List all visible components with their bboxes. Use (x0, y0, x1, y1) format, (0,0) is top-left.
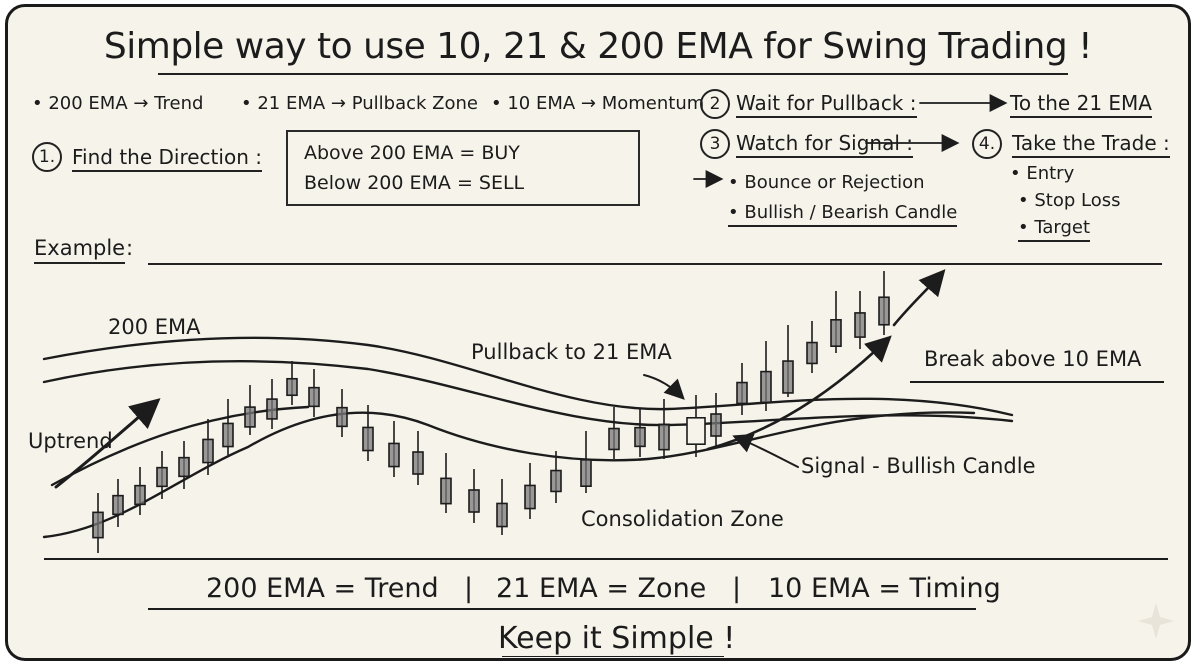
candle-body (202, 438, 214, 464)
rule-sell: Below 200 EMA = SELL (304, 172, 525, 194)
candle-body (550, 469, 562, 493)
ema21-line (42, 411, 976, 539)
step-3-badge: 3 (700, 129, 730, 159)
trade-stop-loss: • Stop Loss (1018, 190, 1121, 211)
step-1-label: Find the Direction : (72, 147, 262, 172)
uptrend-arrow (54, 398, 161, 489)
page-title: Simple way to use 10, 21 & 200 EMA for S… (103, 26, 1093, 67)
example-rule (148, 263, 1162, 265)
legend-ema200: • 200 EMA → Trend (32, 93, 204, 114)
candle-body (388, 442, 400, 468)
summary-timing: 10 EMA = Timing (768, 573, 1001, 604)
candle-body (760, 370, 772, 404)
ema200-inner-line (42, 359, 1014, 427)
candle-body (362, 426, 374, 452)
candle-body (266, 398, 278, 420)
candle-body (468, 489, 480, 513)
rule-buy: Above 200 EMA = BUY (304, 142, 520, 164)
sparkle-icon (1138, 603, 1174, 639)
whiteboard: Simple way to use 10, 21 & 200 EMA for S… (5, 4, 1191, 661)
candle-body (608, 427, 620, 451)
step-3-label: Watch for Signal : (736, 133, 914, 158)
pullback-pointer (643, 374, 685, 400)
candle-body (658, 423, 670, 451)
candle-body (244, 406, 256, 428)
summary-sep-2: | (732, 573, 742, 604)
breakout-arrow (706, 335, 892, 451)
label-signal: Signal - Bullish Candle (801, 454, 1036, 478)
candle-body (736, 381, 748, 405)
candle-body (156, 466, 168, 488)
step-2-label: Wait for Pullback : (736, 93, 917, 118)
candle-body (580, 458, 592, 487)
label-pullback: Pullback to 21 EMA (471, 340, 672, 364)
step-2-target: To the 21 EMA (1010, 93, 1152, 118)
legend-ema10: • 10 EMA → Momentum (491, 93, 705, 114)
candle-body (878, 296, 890, 326)
summary-zone: 21 EMA = Zone (496, 573, 707, 604)
signal-bounce: • Bounce or Rejection (728, 172, 925, 193)
ema200-line (42, 336, 1014, 417)
momentum-arrow (892, 269, 946, 327)
candle-body (782, 360, 794, 394)
candle-body (524, 484, 536, 510)
signal-candle-body (686, 416, 706, 445)
trade-entry: • Entry (1010, 163, 1075, 184)
candle-body (222, 422, 234, 448)
summary-sep-1: | (464, 573, 474, 604)
candle-body (112, 494, 124, 516)
ema-example-chart (42, 94, 1174, 657)
label-uptrend: Uptrend (28, 429, 113, 453)
direction-rule-box: Above 200 EMA = BUY Below 200 EMA = SELL (286, 130, 640, 206)
candle-body (412, 451, 424, 475)
summary-trend: 200 EMA = Trend (206, 573, 439, 604)
candle-body (710, 413, 722, 437)
example-heading: Example (34, 238, 126, 264)
candle-body (336, 406, 348, 428)
legend-ema21: • 21 EMA → Pullback Zone (241, 93, 478, 114)
candle-body (286, 377, 298, 397)
footer-slogan: Keep it Simple ! (498, 621, 736, 656)
candle-body (440, 477, 452, 505)
candle-body (92, 511, 104, 539)
title-underline (158, 73, 1068, 75)
candle-body (634, 426, 646, 448)
candle-body (496, 502, 508, 528)
step-1-badge: 1. (32, 142, 62, 172)
candle-body (830, 318, 842, 347)
example-colon: : (126, 236, 134, 260)
signal-candle: • Bullish / Bearish Candle (728, 204, 958, 227)
candle-body (806, 341, 818, 365)
step-4-label: Take the Trade : (1012, 133, 1170, 158)
signal-pointer (732, 433, 799, 468)
candle-body (178, 456, 190, 478)
step-2-badge: 2 (700, 89, 730, 119)
label-200-ema: 200 EMA (108, 315, 201, 339)
step-4-badge: 4. (972, 129, 1002, 159)
label-consolidation: Consolidation Zone (581, 507, 784, 531)
trade-target: • Target (1018, 219, 1091, 242)
candle-body (854, 312, 866, 338)
candle-body (308, 386, 320, 408)
candlesticks (92, 271, 890, 553)
label-break: Break above 10 EMA (924, 347, 1142, 371)
candle-body (134, 484, 146, 506)
